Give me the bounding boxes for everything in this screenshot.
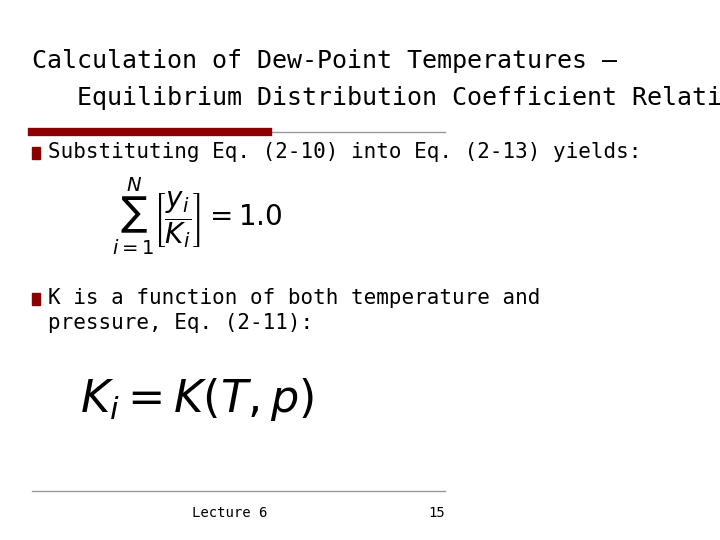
Bar [32, 293, 40, 305]
Text: Substituting Eq. (2-10) into Eq. (2-13) yields:: Substituting Eq. (2-10) into Eq. (2-13) … [48, 142, 642, 163]
Text: pressure, Eq. (2-11):: pressure, Eq. (2-11): [48, 313, 313, 333]
Text: Lecture 6: Lecture 6 [192, 506, 267, 520]
Text: 15: 15 [428, 506, 445, 520]
Bar [32, 147, 40, 159]
Text: Equilibrium Distribution Coefficient Relationship: Equilibrium Distribution Coefficient Rel… [32, 86, 720, 110]
Text: $\sum_{i=1}^{N}\left[\dfrac{y_i}{K_i}\right]=1.0$: $\sum_{i=1}^{N}\left[\dfrac{y_i}{K_i}\ri… [112, 176, 282, 256]
Text: Calculation of Dew-Point Temperatures –: Calculation of Dew-Point Temperatures – [32, 49, 617, 72]
Text: $K_i=K(T,p)$: $K_i=K(T,p)$ [81, 376, 315, 423]
Text: K is a function of both temperature and: K is a function of both temperature and [48, 288, 541, 308]
